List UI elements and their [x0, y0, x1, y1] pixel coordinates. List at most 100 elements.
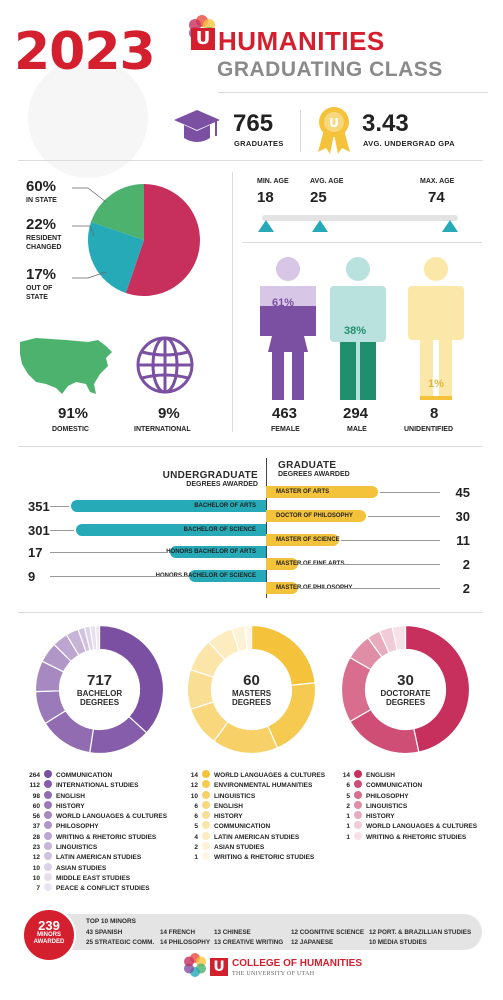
legend-item: 14 WORLD LANGUAGES & CULTURES [180, 770, 325, 780]
legend-swatch [44, 800, 52, 809]
undergrad-bar [71, 500, 266, 512]
grad-bar-value: 45 [455, 485, 470, 500]
divider-vertical [300, 110, 301, 152]
legend-label: WRITING & RHETORIC STUDIES [214, 854, 315, 862]
resident-changed-pct: 22% [26, 216, 57, 233]
divider-vertical [232, 172, 233, 432]
legend-label: LATIN AMERICAN STUDIES [214, 833, 300, 841]
masters-donut-chart [186, 624, 317, 755]
resident-changed-label-1: RESIDENT [26, 235, 62, 242]
legend-swatch [44, 842, 52, 851]
grad-leader-line [368, 516, 440, 517]
doctorate-count: 30 [397, 672, 414, 689]
legend-swatch [44, 872, 52, 881]
female-pct: 61% [272, 297, 295, 309]
legend-count: 14 [190, 772, 198, 779]
undergrad-bar [189, 570, 266, 582]
legend-label: HISTORY [366, 813, 395, 821]
university-u-logo: U [191, 28, 215, 50]
minors-label-2: AWARDED [33, 939, 65, 945]
grad-bar-value: 2 [462, 581, 470, 596]
undergrad-heading: UNDERGRADUATE DEGREES AWARDED [130, 470, 258, 488]
bachelor-label-2: DEGREES [79, 698, 120, 707]
legend-swatch [202, 852, 210, 861]
legend-label: LATIN AMERICAN STUDIES [56, 854, 142, 862]
max-age-value: 74 [428, 189, 445, 206]
undergrad-bar-label: HONORS BACHELOR OF SCIENCE [155, 573, 256, 579]
legend-item: 28 WRITING & RHETORIC STUDIES [22, 831, 167, 842]
legend-swatch [44, 821, 52, 830]
female-count: 463 [272, 405, 298, 422]
undergrad-bar [169, 546, 266, 558]
graduates-label: GRADUATES [234, 139, 284, 148]
legend-swatch [354, 831, 362, 840]
gpa-label: AVG. UNDERGRAD GPA [363, 139, 455, 148]
footer-university-name: THE UNIVERSITY OF UTAH [232, 971, 315, 977]
legend-label: COMMUNICATION [56, 772, 113, 779]
undergrad-bar [76, 524, 266, 536]
grad-bar-value: 30 [455, 509, 470, 524]
legend-swatch [202, 811, 210, 820]
grad-bar-value: 11 [456, 533, 470, 548]
masters-legend: 14 WORLD LANGUAGES & CULTURES 12 ENVIRONMEN… [180, 770, 325, 863]
legend-item: 12 ENVIRONMENTAL HUMANITIES [180, 780, 325, 790]
gpa-value: 3.43 [362, 110, 409, 137]
watermark-flower [28, 58, 148, 178]
minor-item: 43 SPANISH [86, 929, 123, 936]
minors-badge: 239 MINORS AWARDED [22, 908, 76, 962]
legend-swatch [44, 883, 52, 892]
undergrad-bar-label: BACHELOR OF ARTS [194, 503, 256, 509]
resident-changed-label-2: CHANGED [26, 244, 62, 251]
masters-donut-center: 60 MASTERS DEGREES [204, 672, 299, 707]
legend-count: 6 [194, 802, 198, 810]
grad-bar-label: MASTER OF ARTS [276, 489, 330, 495]
legend-swatch [202, 831, 210, 840]
legend-swatch [44, 811, 52, 820]
legend-label: ENGLISH [56, 792, 85, 800]
legend-item: 37 PHILOSOPHY [22, 821, 167, 831]
legend-swatch [44, 852, 52, 861]
legend-count: 12 [32, 854, 40, 862]
grad-bar [266, 534, 339, 546]
legend-swatch [202, 800, 210, 809]
grad-leader-line [380, 492, 440, 493]
undergrad-leader-line [50, 506, 69, 507]
legend-count: 37 [32, 823, 40, 831]
min-age-value: 18 [257, 189, 274, 206]
legend-count: 112 [29, 782, 41, 790]
legend-label: ENGLISH [366, 772, 395, 779]
legend-label: INTERNATIONAL STUDIES [56, 782, 139, 790]
unidentified-pct: 1% [428, 378, 444, 390]
header-title: HUMANITIES [218, 26, 385, 56]
minor-item: 12 COGNITIVE SCIENCE [291, 929, 365, 936]
resident-changed-slice [91, 184, 144, 240]
legend-label: WRITING & RHETORIC STUDIES [56, 833, 157, 841]
doctorate-label-1: DOCTORATE [380, 689, 431, 698]
donut-slice [94, 624, 101, 651]
legend-label: HISTORY [214, 813, 243, 821]
legend-swatch [354, 780, 362, 789]
legend-item: 10 MIDDLE EAST STUDIES [22, 872, 167, 883]
grad-bar [266, 558, 299, 570]
legend-swatch [44, 862, 52, 871]
globe-icon [136, 336, 194, 394]
legend-swatch [354, 800, 362, 809]
avg-age-value: 25 [310, 189, 327, 206]
legend-label: LINGUISTICS [214, 792, 256, 800]
undergrad-leader-line [50, 552, 168, 553]
header-subtitle: GRADUATING CLASS [217, 58, 443, 81]
doctorate-legend: 14 ENGLISH 6 COMMUNICATION 5 PHILOSOPHY 2 LINGU… [332, 770, 477, 842]
in-state-slice [125, 184, 200, 297]
bachelor-donut-chart [34, 624, 165, 755]
legend-count: 4 [194, 833, 198, 841]
usa-map-icon [20, 338, 112, 394]
legend-count: 264 [29, 772, 40, 779]
masters-label-2: DEGREES [231, 698, 272, 707]
legend-label: COMMUNICATION [366, 782, 423, 790]
legend-swatch [354, 821, 362, 830]
legend-swatch [354, 770, 362, 778]
legend-label: PEACE & CONFLICT STUDIES [56, 885, 150, 893]
male-label: MALE [347, 426, 367, 433]
legend-label: ENVIRONMENTAL HUMANITIES [214, 782, 313, 790]
minors-title: TOP 10 MINORS [86, 918, 136, 925]
